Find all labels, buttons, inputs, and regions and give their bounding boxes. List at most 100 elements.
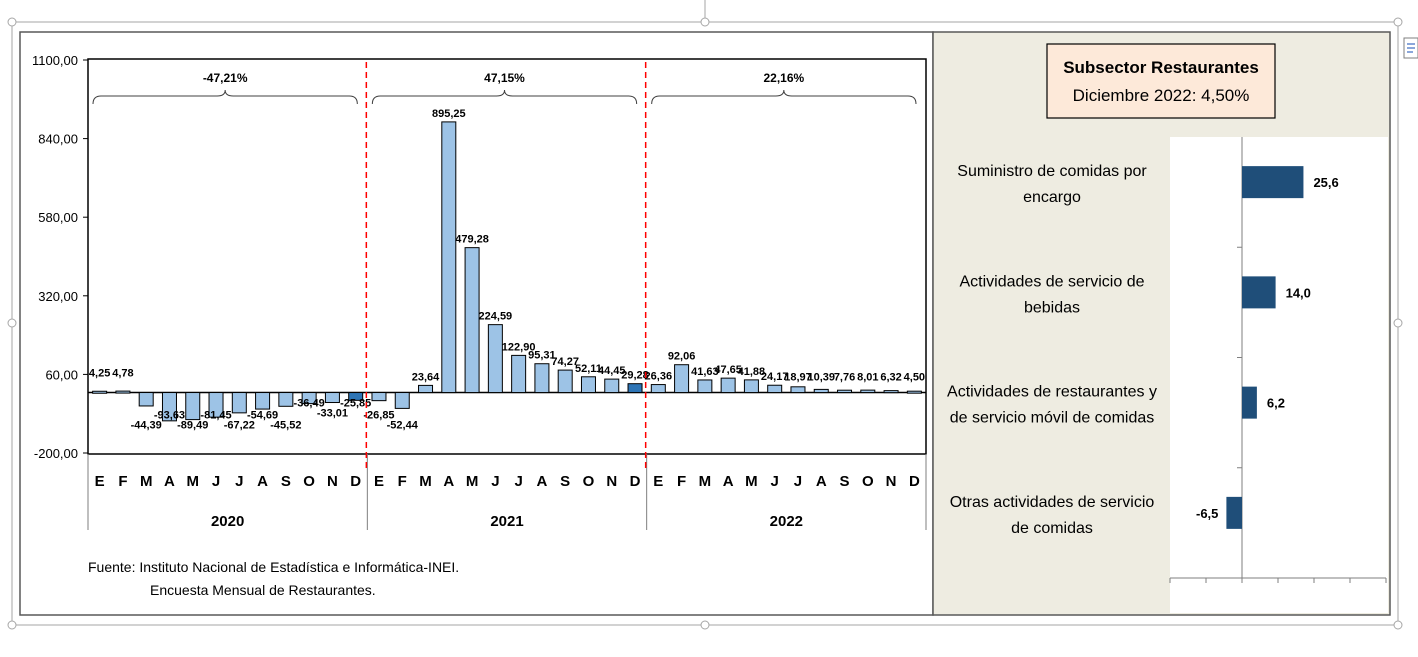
bar-value-label: -36,49: [294, 398, 325, 410]
month-label: O: [862, 473, 874, 490]
bar-2021-2: [394, 392, 410, 409]
layout-options-icon[interactable]: [1403, 37, 1418, 59]
month-label: A: [536, 473, 547, 490]
annual-change-2020: -47,21%: [203, 71, 248, 85]
resize-handle-bottom[interactable]: [700, 620, 710, 630]
bar-value-label: -33,01: [317, 408, 348, 420]
y-tick-label: 1100,00: [32, 53, 78, 68]
y-tick-label: 840,00: [38, 132, 78, 147]
month-label: M: [140, 473, 153, 490]
month-label: N: [886, 473, 897, 490]
month-label: A: [723, 473, 734, 490]
bar-2022-10: [860, 389, 876, 394]
bar-value-label: -67,22: [224, 420, 255, 432]
month-label: S: [840, 473, 850, 490]
category-label: de servicio móvil de comidas: [950, 410, 1155, 427]
resize-handle-right[interactable]: [1393, 318, 1403, 328]
month-label: S: [281, 473, 291, 490]
bar-value-label: 10,39: [807, 372, 835, 384]
bar-value-label: 95,31: [528, 350, 556, 362]
bar-value-label: 29,28: [621, 370, 649, 382]
resize-handle-bottom-right[interactable]: [1393, 620, 1403, 630]
month-label: O: [303, 473, 315, 490]
bar-2022-7: [790, 386, 806, 394]
bar-2020-1: [92, 390, 108, 394]
bar-value-label: -93,63: [154, 410, 185, 422]
bar-value-label: 895,25: [432, 108, 466, 120]
resize-handles[interactable]: [7, 17, 1403, 630]
year-brace: [651, 89, 917, 105]
bar-2022-3: [697, 379, 713, 394]
bar-2022-1: [650, 384, 666, 394]
month-label: E: [653, 473, 663, 490]
bar-2020-10: [301, 392, 317, 405]
bar-value-label: 4,25: [89, 368, 110, 380]
bar-2022-6: [767, 384, 783, 394]
resize-handle-top-right[interactable]: [1393, 17, 1403, 27]
horizontal-bar: [1226, 496, 1242, 529]
month-label: J: [491, 473, 499, 490]
month-label: J: [235, 473, 243, 490]
year-label-2022: 2022: [770, 513, 803, 530]
bar-2020-11: [324, 392, 340, 404]
bar-value-label: 92,06: [668, 351, 696, 363]
bar-value-label: 74,27: [551, 356, 579, 368]
subsector-title-box: [1046, 43, 1276, 119]
month-label: M: [419, 473, 432, 490]
month-label: O: [583, 473, 595, 490]
resize-handle-bottom-left[interactable]: [7, 620, 17, 630]
bar-value-label: -54,69: [247, 410, 278, 422]
resize-handle-left[interactable]: [7, 318, 17, 328]
bar-value-label: 24,17: [761, 371, 789, 383]
month-label: F: [398, 473, 407, 490]
horizontal-bar: [1242, 276, 1276, 309]
bar-value-label: 122,90: [502, 341, 536, 353]
month-label: M: [187, 473, 200, 490]
bar-2021-12: [627, 383, 643, 394]
month-label: E: [95, 473, 105, 490]
month-label: J: [771, 473, 779, 490]
bar-value-label: 44,45: [598, 365, 626, 377]
bar-2021-6: [487, 324, 503, 394]
resize-handle-top-left[interactable]: [7, 17, 17, 27]
bar-2020-2: [115, 390, 131, 394]
month-label: F: [118, 473, 127, 490]
bar-2022-8: [813, 388, 829, 394]
month-label: D: [909, 473, 920, 490]
resize-handle-top[interactable]: [700, 17, 710, 27]
category-label: bebidas: [1024, 299, 1080, 316]
bar-2021-1: [371, 392, 387, 402]
y-tick-label: 320,00: [38, 289, 78, 304]
bar-value-label: 7,76: [834, 372, 855, 384]
month-label: M: [699, 473, 712, 490]
month-label: A: [164, 473, 175, 490]
bar-value-label: 23,64: [412, 371, 440, 383]
bar-2020-5: [185, 392, 201, 421]
horizontal-bar-value: 14,0: [1286, 285, 1311, 300]
bar-2020-9: [278, 392, 294, 407]
month-label: S: [560, 473, 570, 490]
bar-value-label: -25,85: [340, 398, 371, 410]
bar-2021-4: [441, 121, 457, 394]
bar-value-label: 26,36: [645, 371, 673, 383]
bar-2021-7: [511, 354, 527, 394]
bar-2021-3: [418, 384, 434, 394]
month-label: D: [630, 473, 641, 490]
bar-2022-4: [720, 377, 736, 394]
month-label: D: [350, 473, 361, 490]
bar-2020-4: [161, 392, 177, 422]
month-label: J: [212, 473, 220, 490]
bar-value-label: -81,45: [200, 410, 231, 422]
category-label: Actividades de servicio de: [960, 273, 1145, 290]
month-label: N: [327, 473, 338, 490]
horizontal-bar: [1242, 166, 1304, 199]
month-label: E: [374, 473, 384, 490]
bar-value-label: 47,65: [714, 364, 742, 376]
right-plot-area: [1170, 137, 1388, 613]
source-line-2: Encuesta Mensual de Restaurantes.: [150, 582, 376, 598]
bar-value-label: 8,01: [857, 372, 878, 384]
horizontal-bar-value: 25,6: [1313, 175, 1338, 190]
bar-value-label: 4,50: [904, 372, 925, 384]
y-tick-label: 580,00: [38, 210, 78, 225]
